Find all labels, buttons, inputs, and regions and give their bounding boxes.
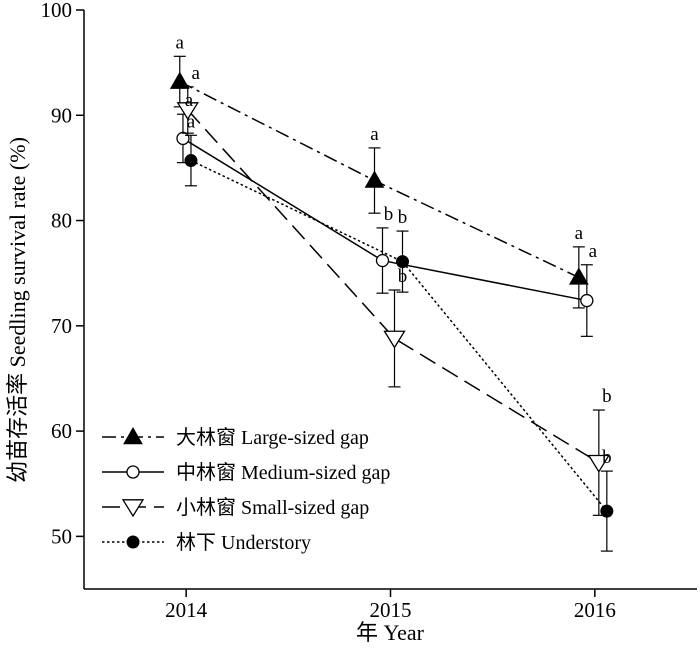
x-tick-label: 2014 [165,598,208,622]
x-tick-label: 2015 [370,598,412,622]
data-point [600,504,614,518]
legend-swatch-marker [126,535,140,549]
significance-label: b [384,204,394,225]
y-tick-label: 90 [51,103,72,127]
y-tick-label: 50 [51,524,72,548]
data-point [176,102,199,121]
y-tick-label: 100 [41,0,73,22]
legend: 大林窗 Large-sized gap 中林窗 Medium-sized gap 小… [102,426,390,554]
legend-label: 小林窗 Small-sized gap [176,496,369,519]
legend-swatch-marker [123,426,143,445]
data-point [169,71,190,89]
legend-item: 小林窗 Small-sized gap [102,496,369,519]
legend-label: 中林窗 Medium-sized gap [176,461,390,484]
legend-label: 大林窗 Large-sized gap [176,426,369,449]
data-point [176,131,190,146]
legend-swatch-marker [126,465,140,479]
y-tick-label: 60 [51,419,72,443]
series-2 [176,86,610,516]
data-point [375,253,390,268]
series-1 [176,113,594,337]
significance-label: a [370,124,379,145]
significance-label: a [187,111,196,132]
data-point [383,330,406,349]
series-3 [184,134,614,552]
data-point [184,154,198,168]
data-point [396,255,409,269]
y-tick-label: 70 [51,314,72,338]
significance-label: a [575,223,584,244]
data-point [580,293,594,308]
significance-label: b [602,447,612,468]
axis-ticks: 50 60 70 80 90 100 2014 2015 2016 [41,0,616,622]
x-tick-label: 2016 [574,598,616,622]
significance-label: a [185,90,194,111]
significance-label: a [176,32,185,53]
data-point [364,170,385,188]
series-line-2 [187,109,600,464]
legend-item: 林下 Understory [102,531,311,554]
chart-marks [169,55,614,552]
y-axis-title: 幼苗存活率 Seedling survival rate (%) [5,137,30,483]
series-0 [169,55,589,309]
data-point [587,454,610,473]
y-tick-label: 80 [51,209,72,233]
significance-label: b [602,386,612,407]
significance-label: b [398,266,408,287]
data-point [568,267,589,285]
legend-swatch-marker [121,499,145,518]
legend-item: 中林窗 Medium-sized gap [102,461,390,484]
significance-label: b [398,207,408,228]
significance-label: a [589,241,598,262]
legend-item: 大林窗 Large-sized gap [102,426,369,449]
x-axis-title: 年 Year [356,620,425,645]
significance-label: a [192,63,201,84]
legend-label: 林下 Understory [176,531,311,554]
